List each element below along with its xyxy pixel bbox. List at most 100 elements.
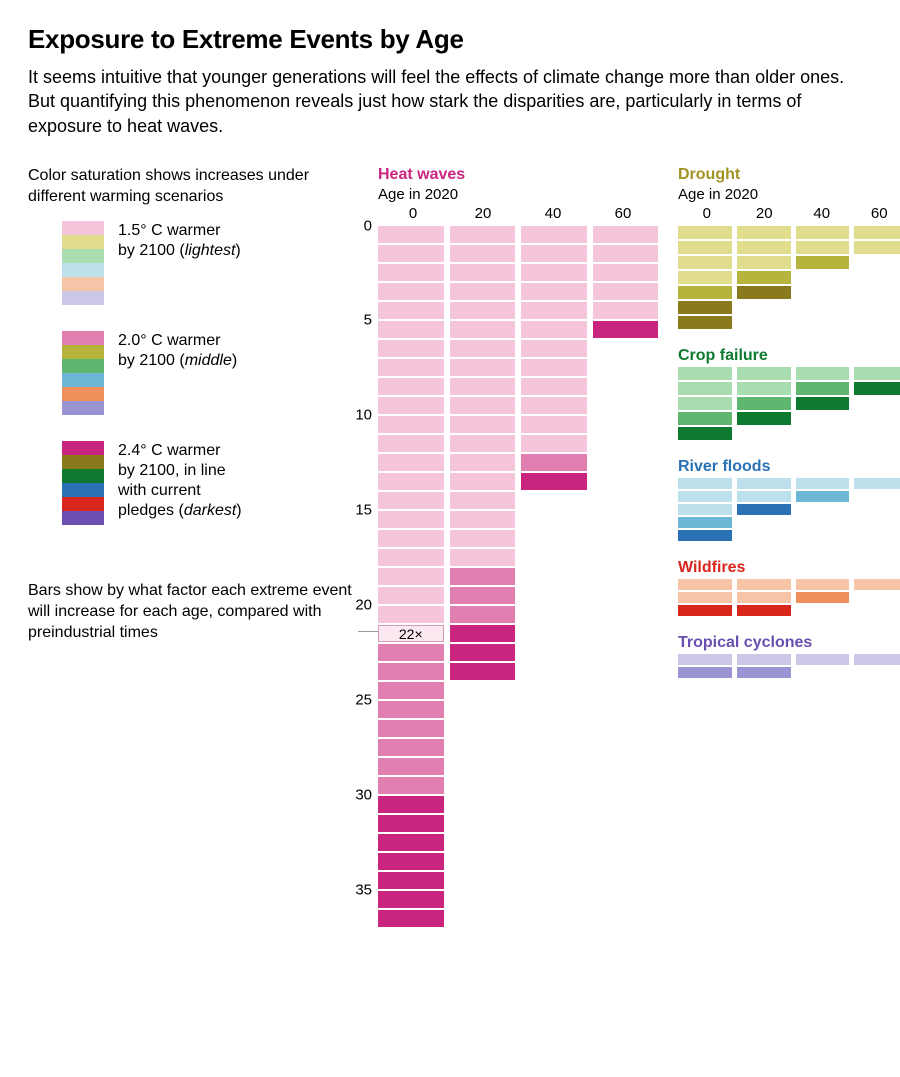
bar-column — [737, 367, 791, 440]
bar-column — [521, 226, 587, 927]
bar-segment — [678, 412, 732, 425]
bar-segment — [737, 667, 791, 678]
bar-segment — [678, 579, 732, 590]
side-bars-grid — [678, 654, 900, 678]
bar-segment — [378, 340, 444, 357]
y-tick: 35 — [355, 881, 372, 898]
bar-segment — [378, 549, 444, 566]
bar-segment — [378, 853, 444, 870]
bar-segment — [737, 286, 791, 299]
bar-segment — [678, 478, 732, 489]
bar-column — [737, 654, 791, 678]
bar-segment — [378, 910, 444, 927]
legend-swatch — [62, 387, 104, 401]
bar-segment — [521, 245, 587, 262]
y-tick: 0 — [364, 217, 372, 234]
bar-segment — [678, 241, 732, 254]
bar-segment — [450, 606, 516, 623]
bar-column — [796, 478, 850, 541]
bar-column — [854, 367, 900, 440]
bar-segment — [593, 302, 659, 319]
bar-segment — [796, 654, 850, 665]
bar-column — [796, 654, 850, 678]
side-chart-title: River floods — [678, 458, 900, 476]
bar-segment — [854, 241, 900, 254]
bar-segment — [737, 579, 791, 590]
legend-swatch — [62, 277, 104, 291]
y-tick: 5 — [364, 311, 372, 328]
bar-segment — [796, 579, 850, 590]
side-age-header: 0204060 — [678, 205, 900, 222]
bar-segment — [678, 271, 732, 284]
age-header-cell: 60 — [588, 205, 658, 222]
bar-segment — [593, 283, 659, 300]
bar-segment — [378, 530, 444, 547]
bar-segment — [737, 271, 791, 284]
legend-swatch — [62, 263, 104, 277]
bar-segment — [450, 283, 516, 300]
bar-segment — [796, 397, 850, 410]
side-chart-title: Wildfires — [678, 559, 900, 577]
bar-segment — [450, 435, 516, 452]
legend-swatch — [62, 455, 104, 469]
bar-column — [678, 654, 732, 678]
bar-segment — [378, 739, 444, 756]
bar-segment — [521, 435, 587, 452]
bar-segment — [737, 382, 791, 395]
bar-segment — [678, 427, 732, 440]
bar-segment — [678, 316, 732, 329]
bar-segment — [521, 359, 587, 376]
side-chart-title: Crop failure — [678, 347, 900, 365]
side-chart: Wildfires — [678, 559, 900, 616]
bar-column — [678, 478, 732, 541]
side-bars-grid — [678, 226, 900, 329]
legend-scenario: 2.4° C warmerby 2100, in linewith curren… — [28, 441, 358, 525]
bar-segment — [737, 412, 791, 425]
age-header-cell: 20 — [448, 205, 518, 222]
bar-segment — [378, 834, 444, 851]
bar-segment — [854, 579, 900, 590]
bar-segment — [378, 264, 444, 281]
bar-column — [854, 654, 900, 678]
bar-segment — [593, 321, 659, 338]
heat-age-header: 0204060 — [378, 205, 658, 222]
legend-swatches — [62, 441, 104, 525]
bar-segment — [796, 382, 850, 395]
bar-segment — [450, 530, 516, 547]
bar-segment — [378, 815, 444, 832]
bar-segment — [378, 872, 444, 889]
bar-segment — [450, 492, 516, 509]
bar-segment — [450, 625, 516, 642]
bar-segment — [678, 530, 732, 541]
bar-segment — [854, 654, 900, 665]
legend-scenario: 2.0° C warmerby 2100 (middle) — [28, 331, 358, 415]
legend-swatch — [62, 291, 104, 305]
legend-scenario: 1.5° C warmerby 2100 (lightest) — [28, 221, 358, 305]
bar-segment — [678, 382, 732, 395]
bar-segment — [378, 663, 444, 680]
bar-segment — [678, 517, 732, 528]
bar-segment — [378, 397, 444, 414]
bar-segment — [737, 605, 791, 616]
bar-segment — [378, 625, 444, 642]
bar-segment — [450, 416, 516, 433]
bar-segment — [678, 667, 732, 678]
factor-note: Bars show by what factor each extreme ev… — [28, 581, 358, 643]
bar-segment — [450, 378, 516, 395]
bar-segment — [521, 226, 587, 243]
side-chart-title: Drought — [678, 166, 900, 184]
bar-column — [737, 478, 791, 541]
bar-segment — [521, 283, 587, 300]
bar-segment — [450, 587, 516, 604]
age-header-cell: 20 — [736, 205, 794, 222]
bar-segment — [678, 504, 732, 515]
y-tick: 20 — [355, 596, 372, 613]
bar-segment — [378, 891, 444, 908]
bar-segment — [450, 245, 516, 262]
bar-segment — [450, 568, 516, 585]
bar-segment — [450, 473, 516, 490]
bar-segment — [378, 777, 444, 794]
legend-label: 2.0° C warmerby 2100 (middle) — [118, 331, 237, 371]
side-chart: Tropical cyclones — [678, 634, 900, 678]
legend-swatch — [62, 249, 104, 263]
